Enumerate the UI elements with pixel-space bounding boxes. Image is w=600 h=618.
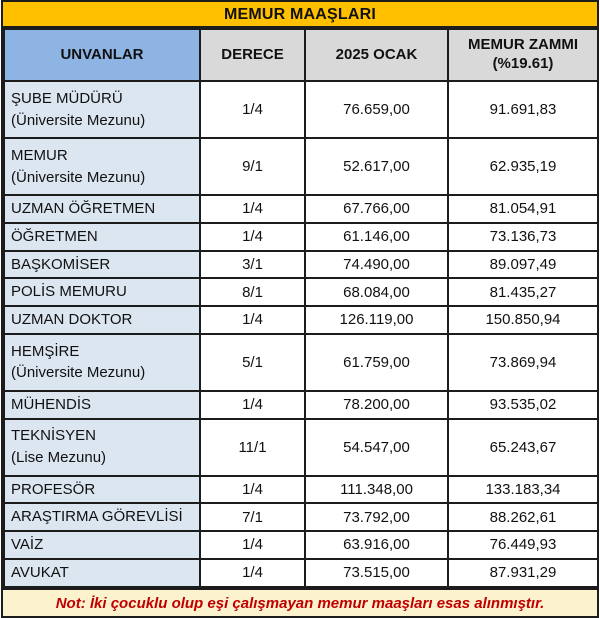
table-row: TEKNİSYEN (Lise Mezunu) 11/1 54.547,00 6…	[3, 417, 599, 477]
title-sub: (Üniversite Mezunu)	[11, 364, 146, 382]
cell-zam: 76.449,93	[447, 530, 599, 560]
column-header-derece: DERECE	[199, 28, 306, 82]
column-header-memur-zammi: MEMUR ZAMMI (%19.61)	[447, 28, 599, 82]
title-sub: (Lise Mezunu)	[11, 449, 107, 466]
cell-derece: 1/4	[199, 221, 306, 252]
cell-zam: 88.262,61	[447, 502, 599, 532]
header-row: UNVANLAR DERECE 2025 OCAK MEMUR ZAMMI (%…	[3, 28, 599, 82]
cell-title: ŞUBE MÜDÜRÜ (Üniversite Mezunu)	[3, 80, 201, 139]
cell-zam: 73.869,94	[447, 332, 599, 392]
cell-derece: 11/1	[199, 417, 306, 477]
table-title: MEMUR MAAŞLARI	[3, 2, 597, 28]
table-row: ARAŞTIRMA GÖREVLİSİ 7/1 73.792,00 88.262…	[3, 502, 599, 532]
table-row: ÖĞRETMEN 1/4 61.146,00 73.136,73	[3, 221, 599, 252]
cell-derece: 3/1	[199, 249, 306, 280]
cell-title: POLİS MEMURU	[3, 277, 201, 307]
cell-ocak: 54.547,00	[304, 417, 449, 477]
cell-ocak: 76.659,00	[304, 80, 449, 139]
cell-derece: 7/1	[199, 502, 306, 532]
cell-title: PROFESÖR	[3, 474, 201, 505]
cell-derece: 1/4	[199, 305, 306, 335]
table-row: BAŞKOMİSER 3/1 74.490,00 89.097,49	[3, 249, 599, 280]
cell-title: ARAŞTIRMA GÖREVLİSİ	[3, 502, 201, 532]
column-header-unvanlar: UNVANLAR	[3, 28, 201, 82]
table-row: UZMAN DOKTOR 1/4 126.119,00 150.850,94	[3, 305, 599, 335]
cell-zam: 81.054,91	[447, 194, 599, 224]
cell-ocak: 74.490,00	[304, 249, 449, 280]
cell-zam: 73.136,73	[447, 221, 599, 252]
cell-title: VAİZ	[3, 530, 201, 560]
cell-ocak: 68.084,00	[304, 277, 449, 307]
table-row: POLİS MEMURU 8/1 68.084,00 81.435,27	[3, 277, 599, 307]
cell-title: ÖĞRETMEN	[3, 221, 201, 252]
table-row: AVUKAT 1/4 73.515,00 87.931,29	[3, 557, 599, 588]
cell-derece: 5/1	[199, 332, 306, 392]
memur-zammi-label: MEMUR ZAMMI	[468, 36, 578, 54]
cell-derece: 1/4	[199, 194, 306, 224]
column-header-2025-ocak: 2025 OCAK	[304, 28, 449, 82]
table-row: MÜHENDİS 1/4 78.200,00 93.535,02	[3, 389, 599, 420]
cell-zam: 87.931,29	[447, 557, 599, 588]
cell-zam: 81.435,27	[447, 277, 599, 307]
cell-title: UZMAN ÖĞRETMEN	[3, 194, 201, 224]
title-name: ŞUBE MÜDÜRÜ	[11, 89, 123, 107]
cell-title: UZMAN DOKTOR	[3, 305, 201, 335]
cell-title: AVUKAT	[3, 557, 201, 588]
salary-data-grid: UNVANLAR DERECE 2025 OCAK MEMUR ZAMMI (%…	[3, 28, 599, 588]
cell-ocak: 61.146,00	[304, 221, 449, 252]
table-row: MEMUR (Üniversite Mezunu) 9/1 52.617,00 …	[3, 137, 599, 196]
table-row: UZMAN ÖĞRETMEN 1/4 67.766,00 81.054,91	[3, 194, 599, 224]
cell-title: BAŞKOMİSER	[3, 249, 201, 280]
cell-zam: 133.183,34	[447, 474, 599, 505]
cell-ocak: 78.200,00	[304, 389, 449, 420]
cell-ocak: 67.766,00	[304, 194, 449, 224]
cell-zam: 65.243,67	[447, 417, 599, 477]
cell-zam: 62.935,19	[447, 137, 599, 196]
cell-ocak: 52.617,00	[304, 137, 449, 196]
cell-derece: 9/1	[199, 137, 306, 196]
cell-zam: 91.691,83	[447, 80, 599, 139]
cell-title: MEMUR (Üniversite Mezunu)	[3, 137, 201, 196]
cell-derece: 1/4	[199, 80, 306, 139]
table-row: HEMŞİRE (Üniversite Mezunu) 5/1 61.759,0…	[3, 332, 599, 392]
cell-ocak: 73.515,00	[304, 557, 449, 588]
cell-derece: 1/4	[199, 557, 306, 588]
cell-title: MÜHENDİS	[3, 389, 201, 420]
cell-derece: 1/4	[199, 389, 306, 420]
table-row: PROFESÖR 1/4 111.348,00 133.183,34	[3, 474, 599, 505]
title-sub: (Üniversite Mezunu)	[11, 111, 146, 129]
cell-ocak: 126.119,00	[304, 305, 449, 335]
cell-zam: 89.097,49	[447, 249, 599, 280]
title-name: HEMŞİRE	[11, 342, 80, 360]
title-name: TEKNİSYEN	[11, 427, 97, 445]
cell-derece: 1/4	[199, 474, 306, 505]
table-row: VAİZ 1/4 63.916,00 76.449,93	[3, 530, 599, 560]
cell-title: TEKNİSYEN (Lise Mezunu)	[3, 417, 201, 477]
title-name: MEMUR	[11, 146, 68, 164]
table-row: ŞUBE MÜDÜRÜ (Üniversite Mezunu) 1/4 76.6…	[3, 80, 599, 139]
memur-zammi-percent: (%19.61)	[492, 55, 554, 72]
cell-zam: 150.850,94	[447, 305, 599, 335]
cell-title: HEMŞİRE (Üniversite Mezunu)	[3, 332, 201, 392]
cell-derece: 1/4	[199, 530, 306, 560]
footer-note: Not: İki çocuklu olup eşi çalışmayan mem…	[3, 587, 597, 616]
cell-ocak: 63.916,00	[304, 530, 449, 560]
title-sub: (Üniversite Mezunu)	[11, 168, 146, 186]
cell-ocak: 111.348,00	[304, 474, 449, 505]
cell-derece: 8/1	[199, 277, 306, 307]
cell-ocak: 61.759,00	[304, 332, 449, 392]
cell-zam: 93.535,02	[447, 389, 599, 420]
cell-ocak: 73.792,00	[304, 502, 449, 532]
